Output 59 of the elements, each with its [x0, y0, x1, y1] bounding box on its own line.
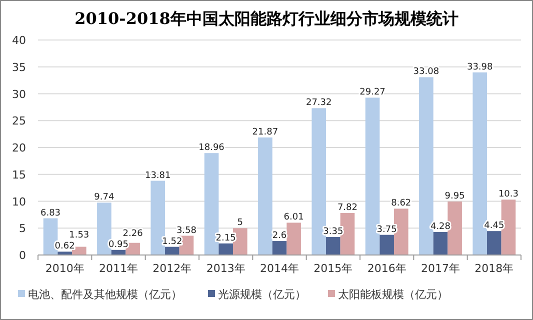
data-label: 7.82	[337, 202, 358, 213]
data-label: 21.87	[252, 127, 278, 138]
y-tick-label: 5	[19, 222, 26, 236]
x-tick-label: 2014年	[260, 262, 299, 275]
data-label: 0.95	[108, 240, 129, 250]
legend-label: 光源规模（亿元）	[218, 288, 306, 301]
y-tick-label: 0	[19, 249, 26, 262]
bar	[258, 137, 272, 255]
x-tick-label: 2013年	[206, 262, 246, 275]
x-tick-label: 2015年	[314, 262, 353, 275]
bar	[487, 231, 502, 255]
data-label: 1.52	[162, 236, 182, 247]
data-label: 9.74	[94, 192, 114, 203]
data-label: 18.96	[198, 143, 225, 154]
data-label: 27.32	[306, 98, 332, 108]
data-label: 4.45	[484, 221, 504, 232]
data-label: 2.26	[122, 228, 144, 239]
x-tick-label: 2016年	[367, 262, 406, 275]
bar	[218, 243, 233, 255]
data-label: 29.27	[360, 88, 386, 98]
legend-label: 太阳能板规模（亿元）	[338, 288, 448, 301]
data-label: 13.81	[144, 170, 171, 181]
data-label: 9.95	[444, 192, 465, 202]
y-tick-label: 40	[12, 34, 26, 47]
bar	[58, 252, 72, 255]
data-label: 2.15	[216, 233, 236, 244]
x-tick-label: 2012年	[152, 262, 192, 275]
y-tick-label: 10	[12, 195, 26, 208]
data-label: 3.35	[323, 226, 344, 237]
y-tick-label: 15	[12, 168, 26, 182]
data-label: 6.83	[40, 208, 61, 218]
bar	[272, 241, 287, 255]
legend-label: 电池、配件及其他规模（亿元）	[28, 288, 182, 301]
bar	[326, 236, 340, 255]
data-label: 10.3	[498, 190, 518, 200]
x-tick-label: 2010年	[45, 262, 84, 275]
data-label: 33.98	[466, 62, 494, 72]
data-label: 4.28	[430, 222, 451, 232]
bar	[286, 222, 301, 255]
data-label: 0.62	[54, 242, 75, 252]
y-tick-label: 20	[12, 142, 26, 154]
data-label: 3.58	[176, 226, 197, 236]
chart-title: 2010-2018年中国太阳能路灯行业细分市场规模统计	[74, 9, 458, 28]
data-label: 2.6	[272, 231, 287, 242]
data-label: 33.08	[413, 67, 440, 78]
x-tick-label: 2017年	[421, 262, 460, 275]
y-tick-label: 25	[12, 114, 26, 128]
data-label: 1.53	[69, 230, 90, 241]
y-tick-label: 35	[12, 60, 26, 74]
y-tick-label: 30	[12, 88, 26, 101]
x-tick-label: 2018年	[474, 262, 514, 275]
data-label: 5	[237, 218, 244, 228]
bar	[380, 234, 394, 255]
data-label: 8.62	[391, 198, 412, 209]
data-label: 6.01	[284, 212, 304, 223]
bar	[433, 232, 448, 255]
bar	[165, 246, 180, 255]
data-label: 3.75	[376, 224, 397, 235]
x-tick-label: 2011年	[99, 262, 138, 275]
